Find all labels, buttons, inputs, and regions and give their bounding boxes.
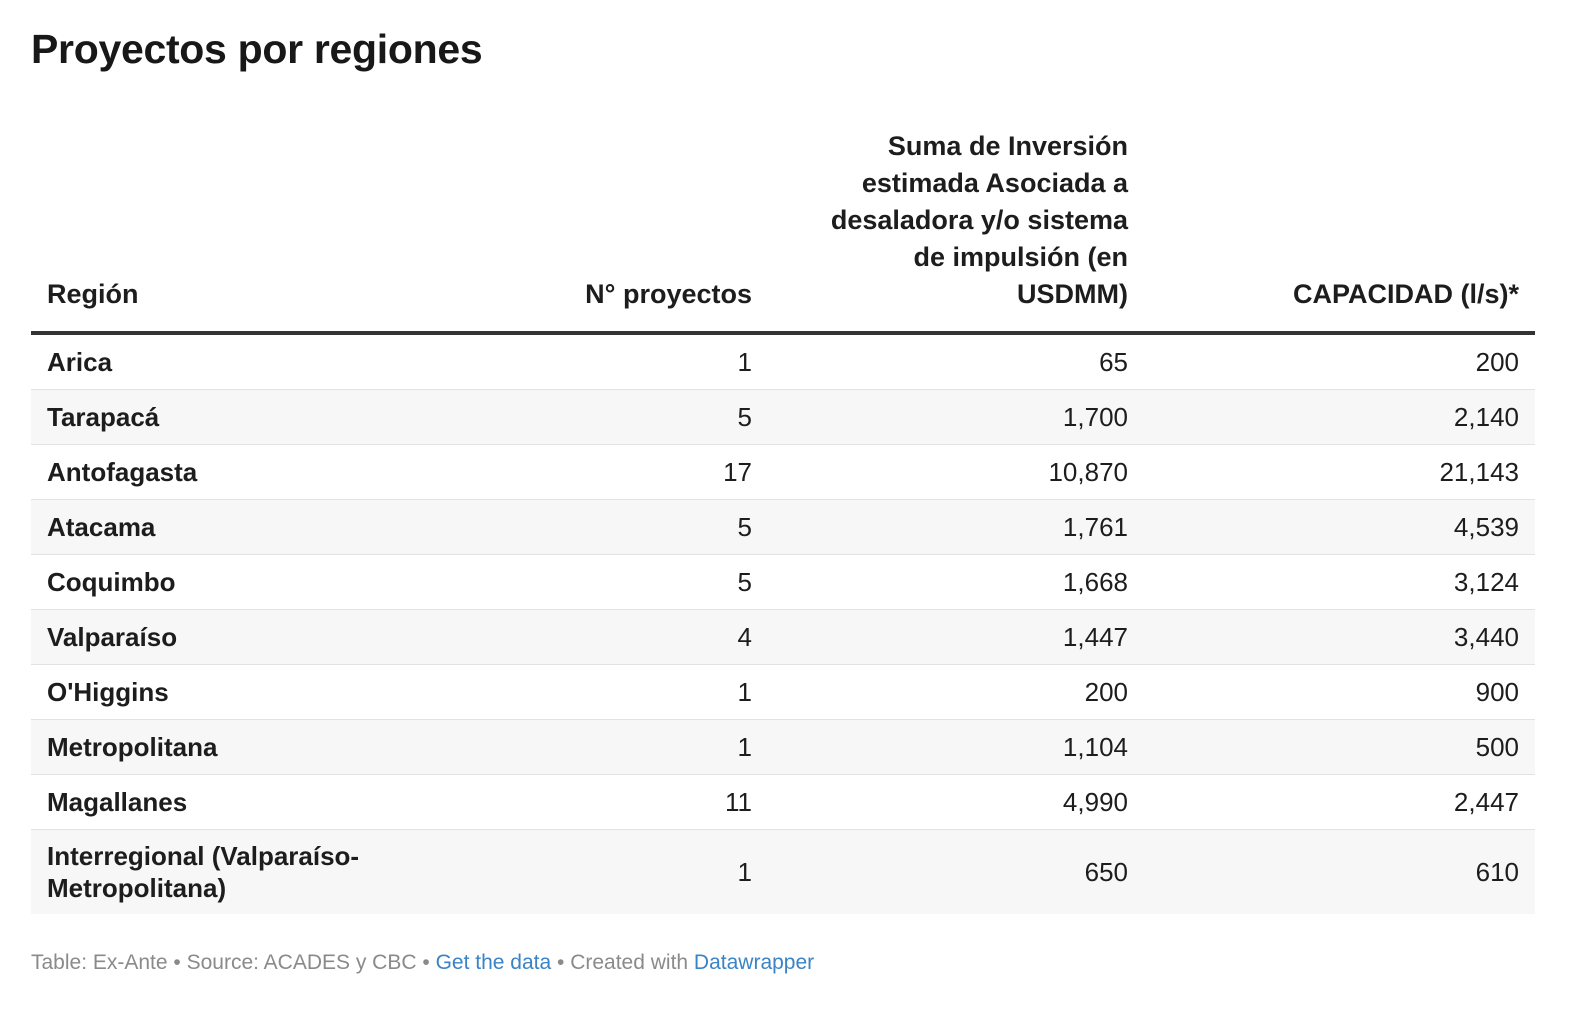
separator: • bbox=[167, 951, 187, 974]
region-cell: Metropolitana bbox=[31, 719, 560, 775]
page-title: Proyectos por regiones bbox=[31, 26, 483, 72]
projects-cell: 5 bbox=[560, 499, 768, 555]
capacity-cell: 900 bbox=[1144, 664, 1535, 720]
region-cell: Antofagasta bbox=[31, 444, 560, 500]
table-row: Arica 1 65 200 bbox=[31, 333, 1535, 390]
region-cell: O'Higgins bbox=[31, 664, 560, 720]
capacity-cell: 21,143 bbox=[1144, 444, 1535, 500]
capacity-cell: 610 bbox=[1144, 829, 1535, 914]
region-cell: Coquimbo bbox=[31, 554, 560, 610]
projects-cell: 5 bbox=[560, 554, 768, 610]
projects-cell: 11 bbox=[560, 774, 768, 830]
header-region[interactable]: Región bbox=[31, 128, 560, 335]
table-row: Metropolitana 1 1,104 500 bbox=[31, 719, 1535, 775]
investment-cell: 1,104 bbox=[768, 719, 1144, 775]
capacity-cell: 200 bbox=[1144, 333, 1535, 390]
projects-cell: 1 bbox=[560, 664, 768, 720]
table-row: Coquimbo 5 1,668 3,124 bbox=[31, 554, 1535, 610]
region-cell: Atacama bbox=[31, 499, 560, 555]
footer-table-credit: Table: Ex-Ante bbox=[31, 951, 168, 974]
investment-cell: 200 bbox=[768, 664, 1144, 720]
projects-cell: 1 bbox=[560, 829, 768, 914]
projects-cell: 5 bbox=[560, 389, 768, 445]
footer-source: Source: ACADES y CBC bbox=[186, 951, 417, 974]
footer: Table: Ex-Ante • Source: ACADES y CBC • … bbox=[31, 951, 814, 975]
table-row: O'Higgins 1 200 900 bbox=[31, 664, 1535, 720]
investment-cell: 650 bbox=[768, 829, 1144, 914]
region-cell: Valparaíso bbox=[31, 609, 560, 665]
table-row: Antofagasta 17 10,870 21,143 bbox=[31, 444, 1535, 500]
projects-cell: 1 bbox=[560, 333, 768, 390]
investment-cell: 4,990 bbox=[768, 774, 1144, 830]
capacity-cell: 4,539 bbox=[1144, 499, 1535, 555]
investment-cell: 1,668 bbox=[768, 554, 1144, 610]
capacity-cell: 3,124 bbox=[1144, 554, 1535, 610]
separator: • bbox=[551, 951, 571, 974]
header-projects[interactable]: N° proyectos bbox=[560, 128, 768, 335]
capacity-cell: 2,447 bbox=[1144, 774, 1535, 830]
datawrapper-link[interactable]: Datawrapper bbox=[693, 951, 815, 974]
capacity-cell: 2,140 bbox=[1144, 389, 1535, 445]
investment-cell: 65 bbox=[768, 333, 1144, 390]
table-row: Valparaíso 4 1,447 3,440 bbox=[31, 609, 1535, 665]
projects-cell: 17 bbox=[560, 444, 768, 500]
investment-cell: 1,761 bbox=[768, 499, 1144, 555]
header-investment[interactable]: Suma de Inversión estimada Asociada a de… bbox=[768, 128, 1144, 335]
table-row: Tarapacá 5 1,700 2,140 bbox=[31, 389, 1535, 445]
region-cell: Interregional (Valparaíso-Metropolitana) bbox=[31, 829, 560, 914]
investment-cell: 1,447 bbox=[768, 609, 1144, 665]
projects-cell: 4 bbox=[560, 609, 768, 665]
investment-cell: 10,870 bbox=[768, 444, 1144, 500]
projects-cell: 1 bbox=[560, 719, 768, 775]
region-cell: Magallanes bbox=[31, 774, 560, 830]
header-capacity[interactable]: CAPACIDAD (l/s)* bbox=[1144, 128, 1535, 335]
table-row: Atacama 5 1,761 4,539 bbox=[31, 499, 1535, 555]
data-table: Región N° proyectos Suma de Inversión es… bbox=[31, 128, 1535, 914]
table-row: Magallanes 11 4,990 2,447 bbox=[31, 774, 1535, 830]
get-the-data-link[interactable]: Get the data bbox=[435, 951, 552, 974]
capacity-cell: 500 bbox=[1144, 719, 1535, 775]
region-cell: Arica bbox=[31, 333, 560, 390]
investment-cell: 1,700 bbox=[768, 389, 1144, 445]
table-row: Interregional (Valparaíso-Metropolitana)… bbox=[31, 829, 1535, 914]
region-cell: Tarapacá bbox=[31, 389, 560, 445]
separator: • bbox=[416, 951, 436, 974]
footer-created: Created with bbox=[570, 951, 689, 974]
capacity-cell: 3,440 bbox=[1144, 609, 1535, 665]
header-row: Región N° proyectos Suma de Inversión es… bbox=[31, 128, 1535, 335]
header-investment-label: Suma de Inversión estimada Asociada a de… bbox=[830, 131, 1128, 309]
